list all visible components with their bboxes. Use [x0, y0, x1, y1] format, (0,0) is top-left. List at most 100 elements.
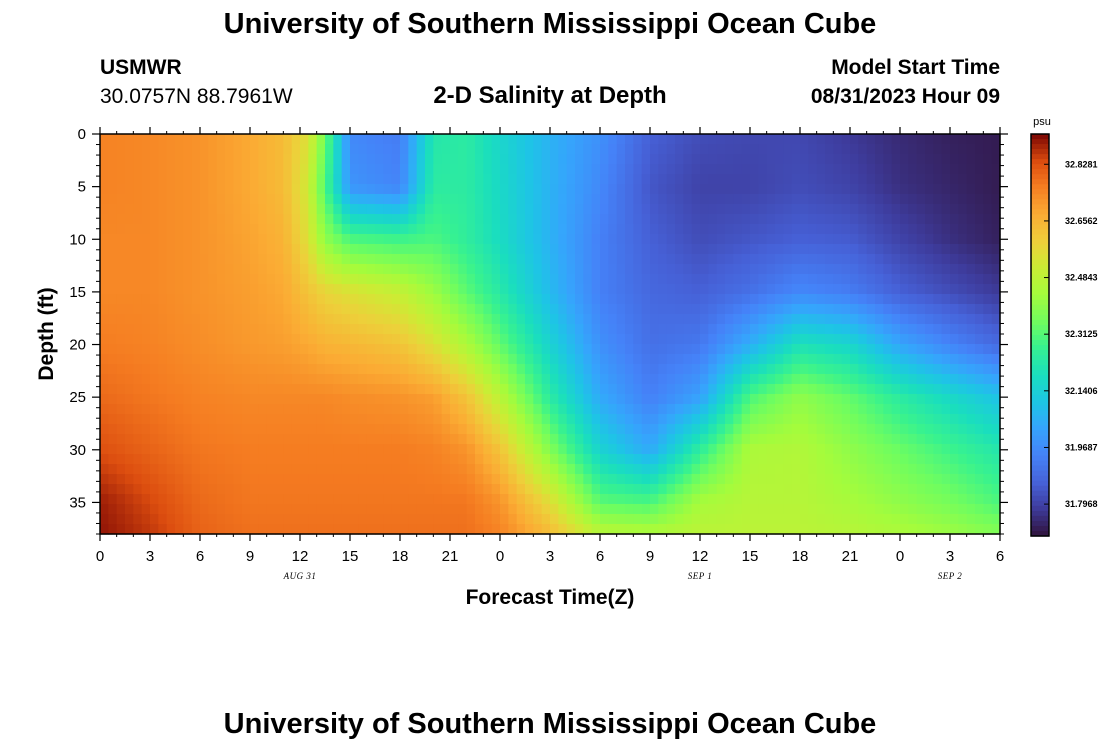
heatmap-cell: [900, 244, 909, 255]
heatmap-cell: [266, 434, 276, 445]
heatmap-cell: [616, 324, 626, 335]
heatmap-cell: [958, 274, 968, 285]
heatmap-cell: [191, 234, 201, 245]
heatmap-cell: [200, 504, 209, 515]
heatmap-cell: [975, 464, 984, 475]
heatmap-cell: [583, 374, 593, 385]
heatmap-cell: [741, 364, 751, 375]
heatmap-cell: [950, 224, 959, 235]
heatmap-cell: [591, 294, 601, 305]
heatmap-cell: [275, 304, 284, 315]
heatmap-cell: [850, 404, 859, 415]
heatmap-cell: [125, 514, 134, 525]
heatmap-cell: [458, 194, 468, 205]
heatmap-cell: [316, 524, 326, 535]
heatmap-cell: [758, 464, 768, 475]
heatmap-cell: [183, 424, 193, 435]
heatmap-cell: [316, 494, 326, 505]
heatmap-cell: [883, 294, 893, 305]
heatmap-cell: [908, 404, 918, 415]
heatmap-cell: [333, 384, 343, 395]
heatmap-cell: [408, 464, 418, 475]
heatmap-cell: [658, 404, 668, 415]
heatmap-cell: [400, 144, 409, 155]
heatmap-cell: [308, 134, 318, 145]
heatmap-cell: [441, 174, 451, 185]
heatmap-cell: [733, 334, 743, 345]
heatmap-cell: [800, 254, 809, 265]
heatmap-cell: [383, 474, 393, 485]
heatmap-cell: [216, 464, 226, 475]
heatmap-cell: [166, 454, 176, 465]
heatmap-cell: [458, 324, 468, 335]
heatmap-cell: [575, 304, 584, 315]
heatmap-cell: [625, 494, 634, 505]
heatmap-cell: [666, 424, 676, 435]
heatmap-cell: [100, 374, 109, 385]
heatmap-cell: [450, 254, 459, 265]
heatmap-cell: [150, 404, 159, 415]
heatmap-cell: [775, 314, 784, 325]
heatmap-cell: [608, 494, 618, 505]
heatmap-cell: [200, 204, 209, 215]
heatmap-cell: [900, 454, 909, 465]
heatmap-cell: [650, 464, 659, 475]
heatmap-cell: [391, 454, 401, 465]
heatmap-cell: [783, 194, 793, 205]
heatmap-cell: [791, 264, 801, 275]
heatmap-cell: [800, 174, 809, 185]
heatmap-cell: [675, 364, 684, 375]
heatmap-cell: [875, 204, 884, 215]
heatmap-cell: [608, 374, 618, 385]
heatmap-cell: [558, 364, 568, 375]
heatmap-cell: [758, 184, 768, 195]
heatmap-cell: [625, 524, 634, 535]
heatmap-cell: [166, 264, 176, 275]
heatmap-cell: [758, 234, 768, 245]
heatmap-cell: [908, 244, 918, 255]
heatmap-cell: [425, 214, 434, 225]
heatmap-cell: [975, 164, 984, 175]
heatmap-cell: [700, 444, 709, 455]
heatmap-cell: [150, 304, 159, 315]
heatmap-cell: [750, 384, 759, 395]
heatmap-cell: [533, 514, 543, 525]
heatmap-cell: [900, 254, 909, 265]
heatmap-cell: [241, 464, 251, 475]
heatmap-cell: [300, 404, 309, 415]
heatmap-cell: [875, 184, 884, 195]
heatmap-cell: [358, 254, 368, 265]
heatmap-cell: [183, 364, 193, 375]
x-tick-label: 21: [842, 548, 859, 565]
heatmap-cell: [816, 424, 826, 435]
heatmap-cell: [383, 394, 393, 405]
heatmap-cell: [308, 474, 318, 485]
heatmap-cell: [633, 394, 643, 405]
heatmap-cell: [975, 344, 984, 355]
y-axis-title: Depth (ft): [35, 287, 58, 380]
heatmap-cell: [116, 174, 126, 185]
colorbar-swatch: [1031, 174, 1049, 180]
heatmap-cell: [758, 204, 768, 215]
heatmap-cell: [433, 394, 443, 405]
heatmap-cell: [575, 414, 584, 425]
heatmap-cell: [750, 244, 759, 255]
heatmap-cell: [441, 414, 451, 425]
heatmap-cell: [750, 494, 759, 505]
heatmap-cell: [250, 184, 259, 195]
heatmap-cell: [741, 144, 751, 155]
heatmap-cell: [200, 194, 209, 205]
heatmap-cell: [800, 334, 809, 345]
heatmap-cell: [150, 454, 159, 465]
heatmap-cell: [283, 314, 293, 325]
heatmap-cell: [116, 244, 126, 255]
heatmap-cell: [133, 384, 143, 395]
heatmap-cell: [408, 184, 418, 195]
heatmap-cell: [458, 374, 468, 385]
heatmap-cell: [583, 464, 593, 475]
heatmap-cell: [683, 214, 693, 225]
heatmap-cell: [716, 254, 726, 265]
heatmap-cell: [158, 524, 168, 535]
heatmap-cell: [333, 154, 343, 165]
heatmap-cell: [641, 374, 651, 385]
